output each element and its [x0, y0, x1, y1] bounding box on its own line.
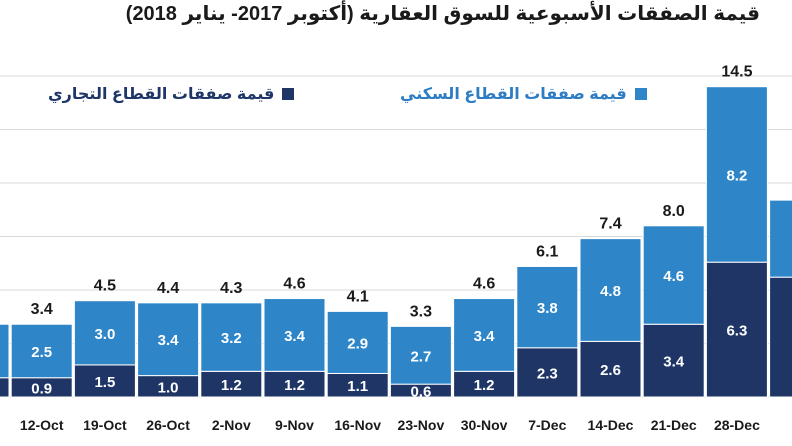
x-tick-label: 19-Oct: [83, 417, 127, 433]
bar-commercial: [642, 323, 705, 398]
data-label-residential: 4.8: [600, 283, 621, 300]
data-label-total: 14.5: [721, 64, 752, 81]
x-tick-label: 26-Oct: [146, 417, 190, 433]
legend-residential-label: قيمة صفقات القطاع السكني: [400, 86, 627, 103]
legend-residential-swatch: [634, 88, 647, 100]
bar-residential: [642, 225, 705, 325]
legend-commercial: قيمة صفقات القطاع التجاري: [48, 84, 295, 104]
data-label-residential: 3.4: [158, 332, 180, 349]
x-tick-label: 30-Nov: [461, 417, 508, 433]
data-label-commercial: 6.3: [726, 323, 747, 340]
bar-residential: [579, 238, 642, 342]
bar-commercial: [73, 364, 136, 398]
data-label-total: 3.4: [31, 301, 53, 318]
data-label-commercial: 0.9: [31, 380, 52, 397]
data-label-total: 4.1: [347, 288, 369, 305]
data-label-commercial: 2.6: [600, 362, 621, 379]
data-label-residential: 3.4: [474, 328, 496, 345]
bar-residential: [326, 310, 389, 374]
data-label-total: 8.0: [663, 203, 685, 220]
data-label-commercial: 1.2: [284, 377, 305, 394]
bar-commercial: [200, 370, 263, 398]
bar-commercial: [769, 276, 792, 398]
data-label-total: 4.3: [220, 280, 242, 297]
x-tick-label: 9-Nov: [275, 417, 314, 433]
data-label-residential: 8.2: [726, 167, 747, 184]
data-label-total: 4.4: [157, 280, 179, 297]
bar-commercial: [453, 370, 516, 398]
x-tick-label: 7-Dec: [528, 417, 566, 433]
data-label-commercial: 2.3: [537, 365, 558, 382]
bar-residential: [0, 323, 10, 379]
data-label-residential: 4.6: [663, 268, 684, 285]
bar-residential: [389, 325, 452, 385]
bar-residential: [769, 199, 792, 278]
data-label-total: 3.3: [410, 303, 432, 320]
data-label-commercial: 1.2: [221, 377, 242, 394]
x-tick-label: 16-Nov: [334, 417, 381, 433]
bar-commercial: [0, 377, 10, 398]
bar-commercial: [579, 340, 642, 398]
data-label-total: 4.5: [94, 278, 116, 295]
data-label-residential: 2.9: [347, 335, 368, 352]
data-label-total: 4.6: [473, 276, 495, 293]
bar-commercial: [516, 347, 579, 398]
data-label-total: 6.1: [536, 243, 558, 260]
data-label-residential: 3.4: [284, 328, 306, 345]
bar-residential: [705, 86, 768, 263]
x-tick-label: 14-Dec: [588, 417, 634, 433]
legend-commercial-swatch: [282, 88, 295, 100]
data-label-total: 4.6: [283, 276, 305, 293]
bar-commercial: [705, 261, 768, 398]
bar-residential: [263, 298, 326, 372]
bar-residential: [200, 302, 263, 372]
x-tick-label: 2-Nov: [212, 417, 251, 433]
bar-residential: [453, 298, 516, 372]
data-label-commercial: 1.1: [347, 378, 368, 395]
x-tick-label: 23-Nov: [398, 417, 445, 433]
data-label-residential: 3.2: [221, 330, 242, 347]
data-label-residential: 2.5: [31, 344, 52, 361]
data-label-commercial: 3.4: [663, 354, 685, 371]
x-tick-label: 12-Oct: [20, 417, 64, 433]
data-label-residential: 3.8: [537, 300, 558, 317]
legend-residential: قيمة صفقات القطاع السكني: [400, 84, 647, 104]
data-label-residential: 2.7: [410, 348, 431, 365]
x-tick-label: 21-Dec: [651, 417, 697, 433]
x-tick-label: 28-Dec: [714, 417, 760, 433]
data-label-total: 7.4: [599, 216, 621, 233]
data-label-commercial: 1.0: [158, 379, 179, 396]
data-label-residential: 3.0: [94, 326, 115, 343]
bar-residential: [10, 323, 73, 379]
bar-residential: [73, 300, 136, 366]
data-label-commercial: 1.5: [94, 374, 115, 391]
bar-residential: [516, 265, 579, 349]
chart-title: قيمة الصفقات الأسبوعية للسوق العقارية (أ…: [125, 3, 760, 25]
legend-commercial-label: قيمة صفقات القطاع التجاري: [48, 86, 275, 103]
bar-residential: [137, 302, 200, 377]
bar-commercial: [263, 370, 326, 398]
data-label-commercial: 1.2: [474, 377, 495, 394]
data-label-commercial: 0.6: [410, 384, 431, 401]
